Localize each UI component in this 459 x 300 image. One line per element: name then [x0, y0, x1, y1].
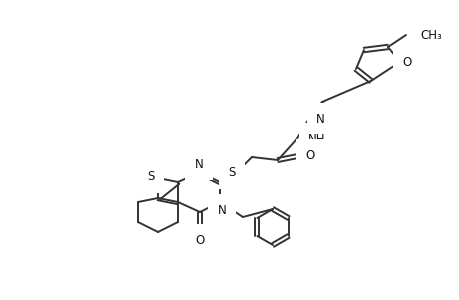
Text: S: S	[147, 170, 154, 184]
Text: S: S	[228, 167, 235, 179]
Text: N: N	[194, 158, 203, 170]
Text: N: N	[315, 112, 324, 125]
Text: NH: NH	[308, 133, 325, 146]
Text: CH₃: CH₃	[419, 28, 441, 41]
Text: O: O	[305, 148, 314, 161]
Text: O: O	[195, 233, 204, 247]
Text: O: O	[402, 56, 411, 68]
Text: N: N	[217, 203, 226, 217]
